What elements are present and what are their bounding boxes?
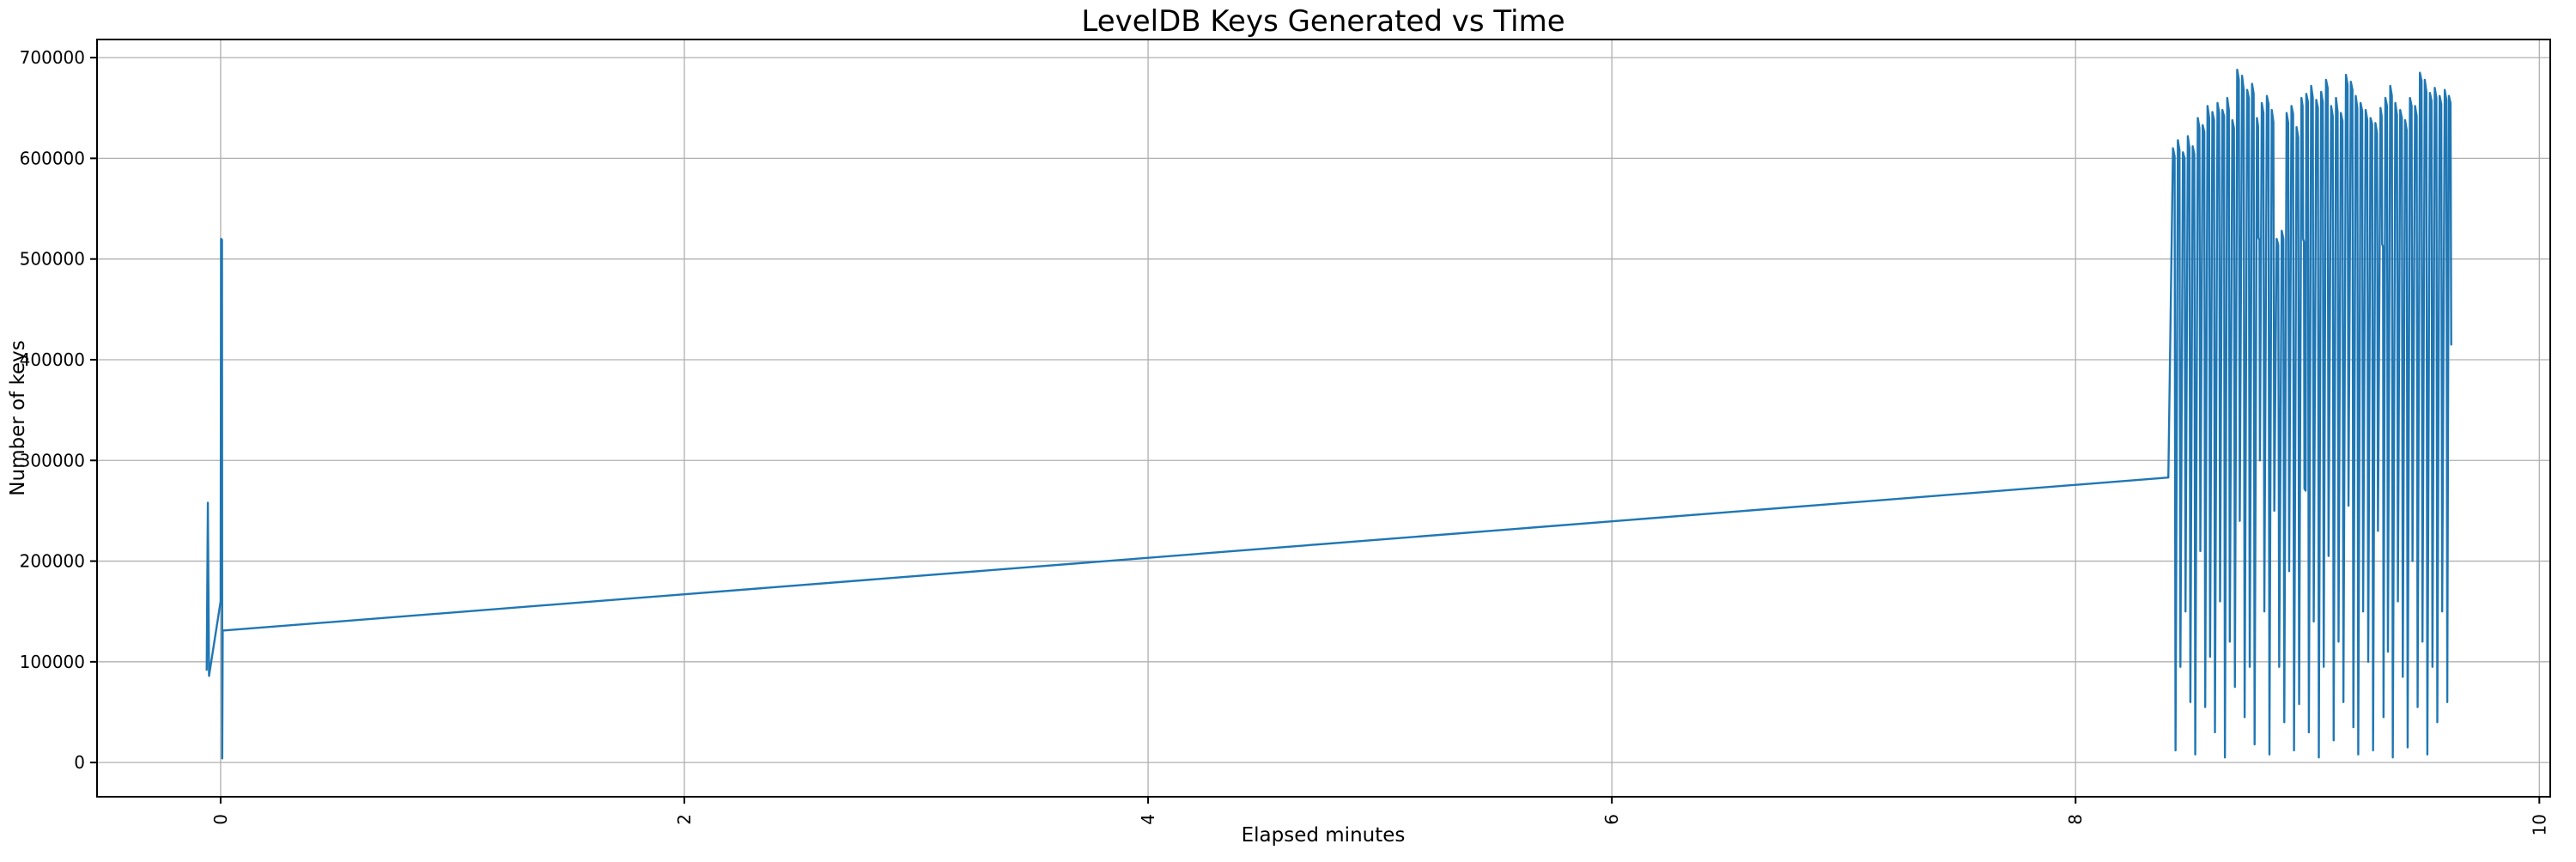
y-tick-label: 400000 bbox=[20, 349, 85, 370]
x-axis-label: Elapsed minutes bbox=[1242, 824, 1406, 847]
x-tick-label: 8 bbox=[2065, 814, 2086, 825]
y-tick-label: 100000 bbox=[20, 652, 85, 672]
y-tick-label: 700000 bbox=[20, 47, 85, 68]
chart-title: LevelDB Keys Generated vs Time bbox=[1081, 4, 1564, 39]
x-tick-label: 10 bbox=[2529, 814, 2549, 835]
y-tick-label: 300000 bbox=[20, 450, 85, 470]
y-tick-label: 500000 bbox=[20, 249, 85, 270]
gridlines bbox=[97, 39, 2550, 797]
y-tick-label: 200000 bbox=[20, 551, 85, 572]
y-tick-label: 600000 bbox=[20, 148, 85, 168]
y-tick-label: 0 bbox=[74, 752, 85, 773]
x-tick-label: 2 bbox=[674, 814, 695, 825]
x-tick-label: 4 bbox=[1138, 814, 1158, 825]
y-axis-label: Number of keys bbox=[7, 340, 29, 495]
plot-border bbox=[96, 39, 2551, 798]
data-line-keys bbox=[205, 68, 2452, 760]
data-series-layer bbox=[205, 68, 2452, 760]
axis-ticks: 0 2 4 6 8 10 0 100000 200000 300000 400000 500000 60… bbox=[20, 47, 2550, 835]
x-tick-label: 0 bbox=[210, 814, 231, 825]
x-tick-label: 6 bbox=[1601, 814, 1622, 825]
